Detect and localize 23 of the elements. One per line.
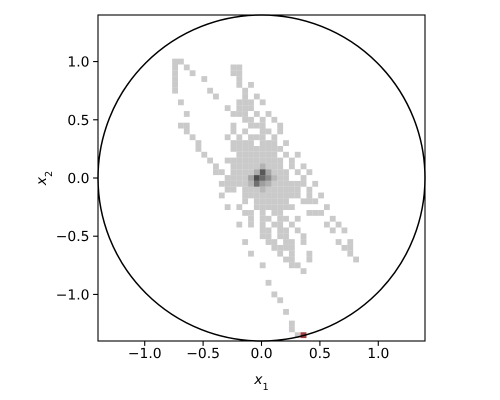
point xyxy=(254,175,260,181)
x-axis-title: x$_{1}$ xyxy=(253,372,269,392)
x-tick-label: −1.0 xyxy=(128,346,162,362)
point xyxy=(260,175,266,181)
x-tick-label: 0.5 xyxy=(308,346,331,362)
point xyxy=(271,175,278,181)
point xyxy=(248,180,254,187)
point xyxy=(260,186,266,193)
x-tick-label: −0.5 xyxy=(186,346,220,362)
y-tick-label: 1.0 xyxy=(67,54,90,71)
point xyxy=(266,180,272,187)
point xyxy=(248,175,254,181)
point xyxy=(260,180,266,187)
x-tick-label: 1.0 xyxy=(367,346,390,362)
point xyxy=(266,175,272,181)
point xyxy=(266,169,272,176)
y-tick-label: −0.5 xyxy=(56,229,90,246)
x-tick-label: 0.0 xyxy=(250,346,273,362)
point xyxy=(260,169,266,176)
y-tick-label: 0.5 xyxy=(67,112,90,129)
y-tick-label: −1.0 xyxy=(56,287,90,304)
point xyxy=(260,163,266,170)
y-tick-label: 0.0 xyxy=(67,171,90,188)
